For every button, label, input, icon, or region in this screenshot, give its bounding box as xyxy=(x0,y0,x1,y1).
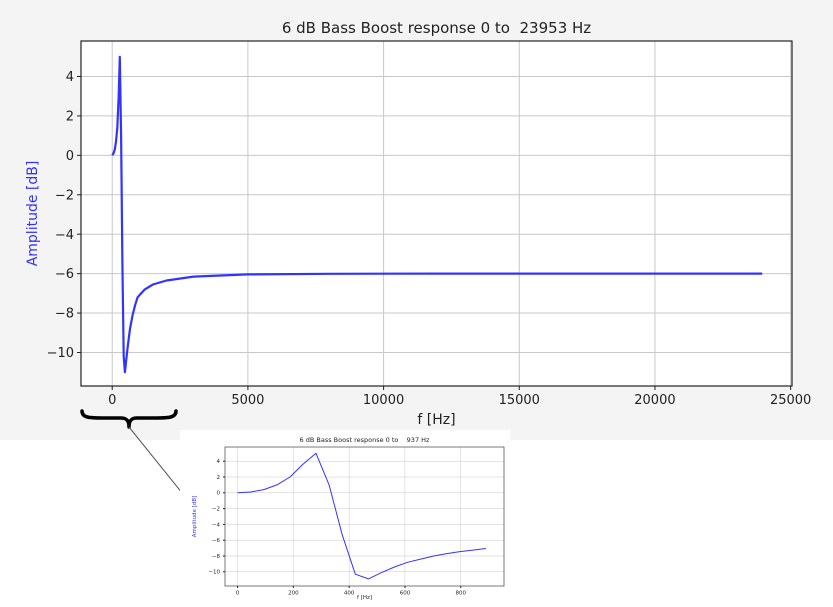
y-tick-label: −10 xyxy=(208,570,220,576)
x-tick-label: 25000 xyxy=(770,393,811,408)
y-tick-label: 2 xyxy=(217,475,221,481)
y-tick-label: −4 xyxy=(55,228,74,243)
main-chart-panel: 0 5000 10000 15000 20000 25000 4 2 0 −2 −4 −6 −8 −10 6… xyxy=(0,0,833,440)
y-tick-label: −2 xyxy=(212,507,220,513)
y-tick-label: −8 xyxy=(55,307,74,322)
chart-title: 6 dB Bass Boost response 0 to 937 Hz xyxy=(300,436,430,444)
x-tick-label: 600 xyxy=(400,591,411,597)
x-tick-label: 400 xyxy=(344,591,355,597)
x-tick-label: 0 xyxy=(108,393,116,408)
y-tick-label: −2 xyxy=(55,188,74,203)
y-tick-label: 2 xyxy=(66,109,74,124)
x-axis-label: f [Hz] xyxy=(417,412,455,428)
plot-area xyxy=(225,447,504,586)
inset-chart: 0 200 400 600 800 4 2 0 −2 −4 −6 −8 −10 6 dB Bass Boo… xyxy=(192,436,505,601)
y-tick-label: −6 xyxy=(55,267,74,282)
y-tick-label: −10 xyxy=(47,346,74,361)
axes-frame xyxy=(80,40,793,387)
x-tick-label: 10000 xyxy=(363,393,404,408)
response-line xyxy=(237,452,486,580)
axes-frame xyxy=(224,446,505,587)
chart-title: 6 dB Bass Boost response 0 to 23953 Hz xyxy=(282,19,591,37)
y-tick-label: −8 xyxy=(212,554,221,560)
y-tick-label: 4 xyxy=(66,70,74,85)
y-axis-label: Amplitude [dB] xyxy=(25,161,41,267)
x-tick-label: 200 xyxy=(288,591,299,597)
y-tick-label: 0 xyxy=(66,149,74,164)
x-tick-label: 20000 xyxy=(634,393,675,408)
y-tick-label: 0 xyxy=(217,491,221,497)
y-tick-label: 4 xyxy=(217,459,221,465)
x-tick-label: 15000 xyxy=(499,393,540,408)
y-axis-label: Amplitude [dB] xyxy=(192,496,198,538)
main-chart: 0 5000 10000 15000 20000 25000 4 2 0 −2 −4 −6 −8 −10 6… xyxy=(25,19,811,428)
x-axis-label: f [Hz] xyxy=(357,595,372,601)
x-tick-label: 5000 xyxy=(231,393,264,408)
plot-area xyxy=(81,41,792,386)
inset-chart-panel: 0 200 400 600 800 4 2 0 −2 −4 −6 −8 −10 6 dB Bass Boo… xyxy=(180,430,510,603)
x-tick-label: 800 xyxy=(456,591,467,597)
x-tick-label: 0 xyxy=(236,591,240,597)
response-line xyxy=(111,55,763,374)
y-tick-label: −6 xyxy=(212,538,221,544)
y-tick-label: −4 xyxy=(212,522,221,528)
